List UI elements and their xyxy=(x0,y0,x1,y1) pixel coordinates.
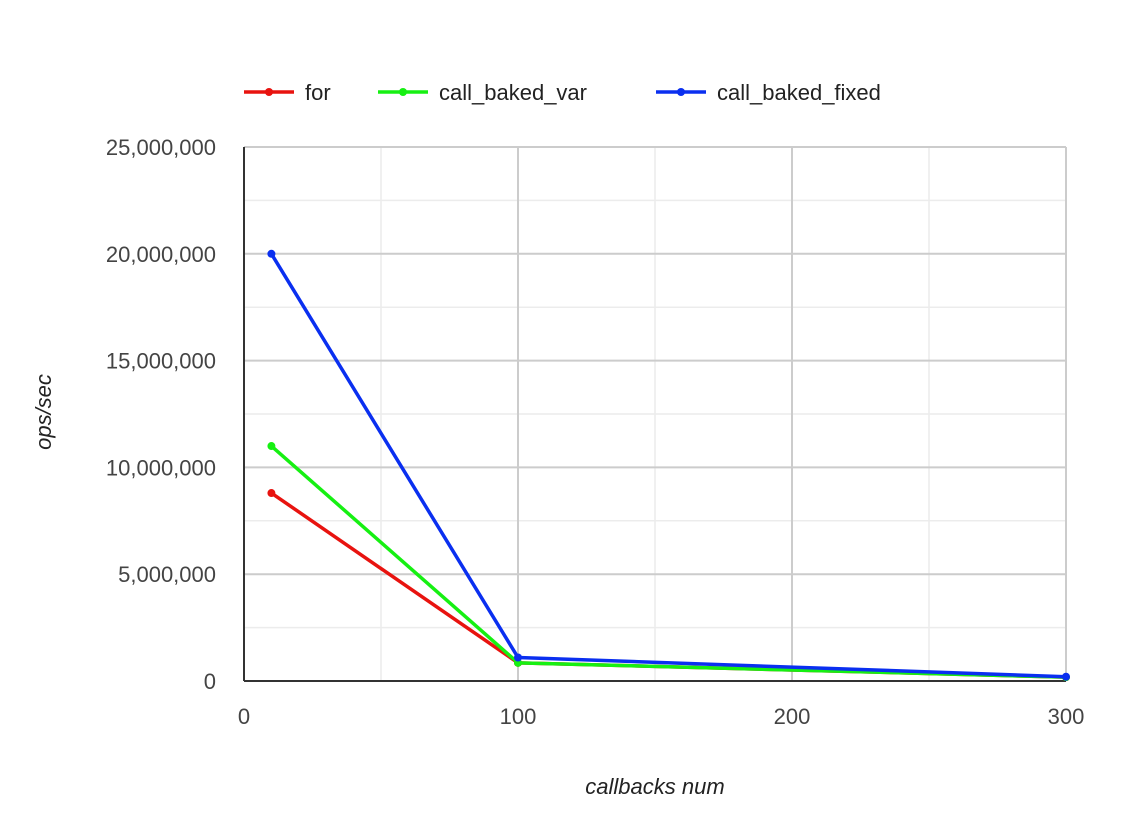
y-tick-label: 5,000,000 xyxy=(118,562,216,587)
y-axis-title: ops/sec xyxy=(31,374,56,450)
x-tick-label: 100 xyxy=(500,704,537,729)
series-line xyxy=(270,444,1067,679)
legend-swatch-dot xyxy=(677,88,685,96)
legend-swatch-dot xyxy=(265,88,273,96)
x-tick-label: 300 xyxy=(1048,704,1085,729)
data-point xyxy=(267,249,276,258)
y-tick-label: 25,000,000 xyxy=(106,135,216,160)
legend: for call_baked_var call_baked_fixed xyxy=(244,80,881,105)
legend-label: for xyxy=(305,80,331,105)
legend-label: call_baked_var xyxy=(439,80,587,105)
x-tick-label: 0 xyxy=(238,704,250,729)
tick-labels: 0 100 200 300 0 5,000,000 10,000,000 15,000,000… xyxy=(106,135,1084,729)
data-point xyxy=(1062,672,1070,681)
y-tick-label: 15,000,000 xyxy=(106,349,216,374)
data-point xyxy=(267,489,276,498)
legend-label: call_baked_fixed xyxy=(717,80,881,105)
y-tick-label: 0 xyxy=(204,669,216,694)
data-point xyxy=(267,442,276,451)
legend-swatch-dot xyxy=(399,88,407,96)
data-point xyxy=(514,653,522,662)
y-tick-label: 20,000,000 xyxy=(106,242,216,267)
series-line xyxy=(269,252,1067,679)
y-tick-label: 10,000,000 xyxy=(106,455,216,480)
series-lines xyxy=(267,249,1070,682)
grid xyxy=(244,146,1067,681)
x-tick-label: 200 xyxy=(774,704,811,729)
x-axis-title: callbacks num xyxy=(585,774,724,799)
axes xyxy=(243,147,1066,682)
